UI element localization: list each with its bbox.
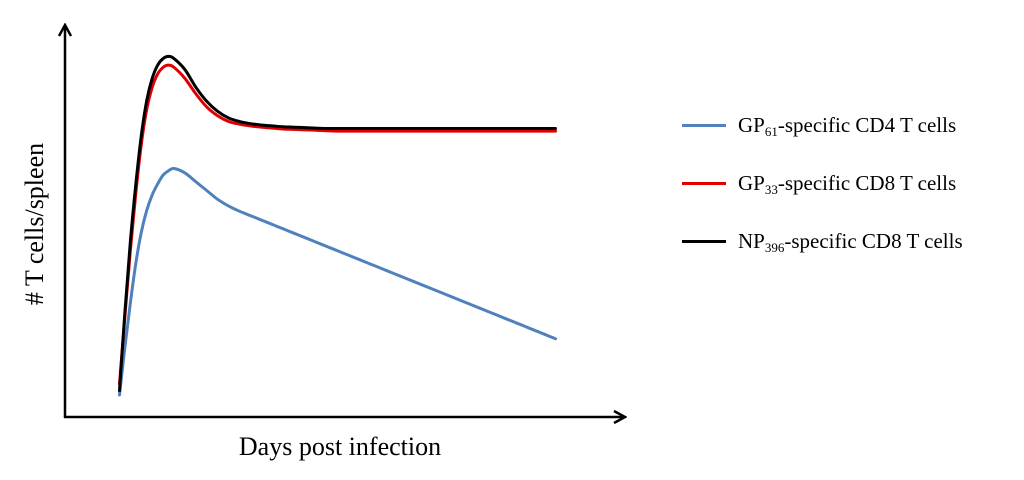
legend-label-gp61-cd4: GP61-specific CD4 T cells (738, 112, 957, 139)
y-axis-label: # T cells/spleen (20, 142, 49, 306)
series-line-gp61-cd4 (118, 166, 557, 397)
legend: GP61-specific CD4 T cells GP33-specific … (682, 96, 963, 270)
series-line-np396-cd8 (118, 54, 557, 393)
legend-swatch-np396-cd8 (682, 239, 726, 243)
x-axis-label: Days post infection (238, 432, 442, 461)
legend-item-gp61-cd4: GP61-specific CD4 T cells (682, 96, 963, 154)
series-layer (118, 54, 557, 397)
legend-label-gp33-cd8: GP33-specific CD8 T cells (738, 170, 957, 197)
series-line-gp33-cd8 (118, 63, 557, 386)
legend-item-np396-cd8: NP396-specific CD8 T cells (682, 212, 963, 270)
legend-swatch-gp33-cd8 (682, 181, 726, 185)
legend-label-np396-cd8: NP396-specific CD8 T cells (738, 228, 963, 255)
legend-swatch-gp61-cd4 (682, 123, 726, 127)
legend-item-gp33-cd8: GP33-specific CD8 T cells (682, 154, 963, 212)
